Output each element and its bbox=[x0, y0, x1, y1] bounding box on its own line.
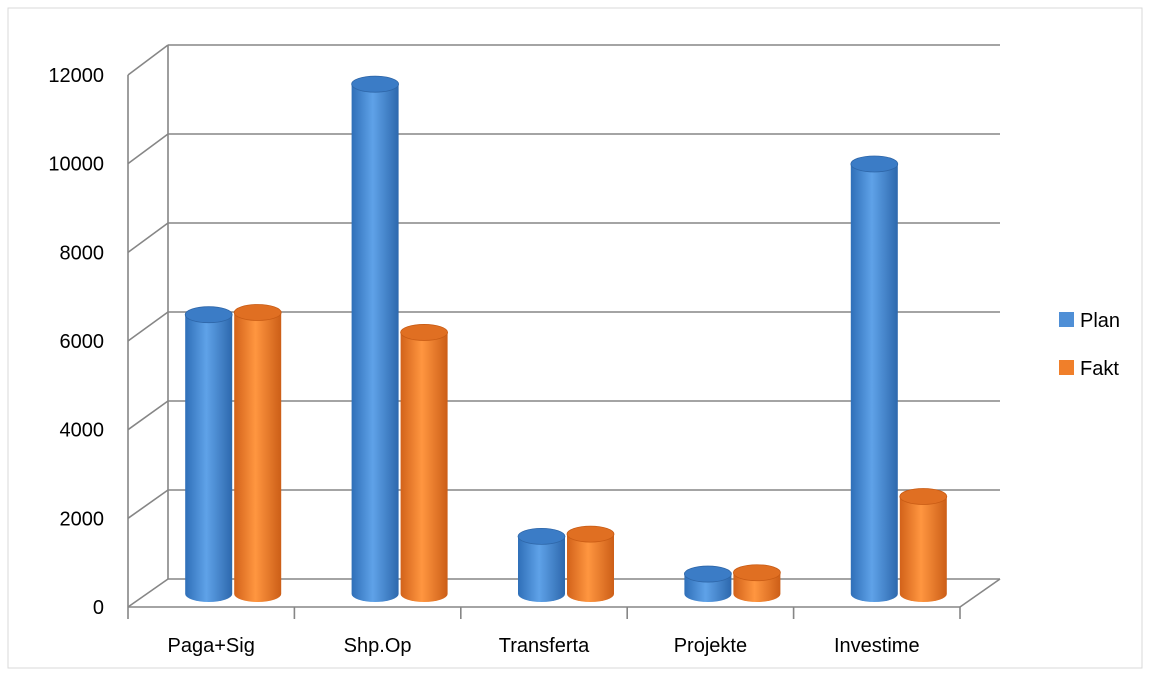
chart-border bbox=[7, 7, 1143, 669]
bar-top bbox=[233, 304, 282, 321]
x-category-label: Transferta bbox=[499, 635, 590, 657]
bar-top bbox=[517, 527, 566, 545]
bar-plan-shp-op bbox=[351, 75, 400, 602]
bars bbox=[184, 75, 948, 603]
gridline-diagonal bbox=[127, 133, 169, 165]
x-category-label: Projekte bbox=[674, 635, 747, 657]
gridline-diagonal bbox=[127, 489, 169, 519]
legend-label-plan: Plan bbox=[1080, 310, 1120, 332]
y-tick-label: 6000 bbox=[60, 331, 105, 353]
bar-top bbox=[850, 155, 899, 173]
bar-body bbox=[234, 312, 282, 603]
y-tick-labels: 0 2000 4000 6000 8000 10000 12000 bbox=[48, 65, 104, 619]
bar-fakt-transferta bbox=[566, 525, 615, 602]
bar-fakt-shp-op bbox=[400, 324, 449, 602]
legend-label-fakt: Fakt bbox=[1080, 358, 1119, 380]
y-tick-label: 12000 bbox=[48, 65, 104, 87]
legend-swatch-plan bbox=[1059, 312, 1074, 327]
bar-top bbox=[351, 75, 400, 93]
bar-fakt-paga-sig bbox=[233, 304, 282, 603]
bar-top bbox=[733, 564, 781, 582]
axes bbox=[127, 45, 1001, 619]
bar-body bbox=[400, 332, 448, 602]
gridline-diagonal bbox=[127, 400, 169, 431]
bar-body bbox=[351, 84, 399, 602]
gridline-diagonal bbox=[127, 578, 169, 608]
legend: Plan Fakt bbox=[1059, 310, 1120, 380]
x-category-label: Investime bbox=[834, 635, 920, 657]
bar-body bbox=[899, 496, 947, 602]
bar-body bbox=[185, 314, 233, 602]
bar-plan-projekte bbox=[684, 565, 732, 602]
bar-fakt-investime bbox=[899, 488, 948, 602]
y-tick-label: 4000 bbox=[60, 420, 105, 442]
bar-plan-investime bbox=[850, 155, 899, 602]
bar-fakt-projekte bbox=[733, 564, 781, 602]
x-category-labels: Paga+Sig Shp.Op Transferta Projekte Investim… bbox=[168, 635, 920, 657]
floor-edge bbox=[959, 578, 1001, 608]
bar-plan-paga-sig bbox=[184, 306, 233, 602]
bar-top bbox=[184, 306, 233, 324]
bar-plan-transferta bbox=[517, 527, 566, 602]
bar-top bbox=[899, 488, 948, 505]
y-tick-label: 8000 bbox=[60, 242, 105, 264]
bar-body bbox=[567, 534, 614, 602]
bar-top bbox=[684, 565, 732, 583]
bar-top bbox=[400, 324, 449, 341]
gridline-diagonal bbox=[127, 44, 169, 76]
y-tick-label: 2000 bbox=[60, 508, 105, 530]
bar-body bbox=[518, 536, 565, 602]
x-category-label: Paga+Sig bbox=[168, 635, 255, 657]
gridline-diagonal bbox=[127, 311, 169, 342]
gridline-diagonal bbox=[127, 222, 169, 253]
x-category-label: Shp.Op bbox=[344, 635, 412, 657]
bar-body bbox=[850, 163, 898, 602]
y-tick-label: 10000 bbox=[48, 154, 104, 176]
y-tick-label: 0 bbox=[93, 597, 104, 619]
bar-top bbox=[566, 525, 615, 543]
legend-swatch-fakt bbox=[1059, 360, 1074, 375]
